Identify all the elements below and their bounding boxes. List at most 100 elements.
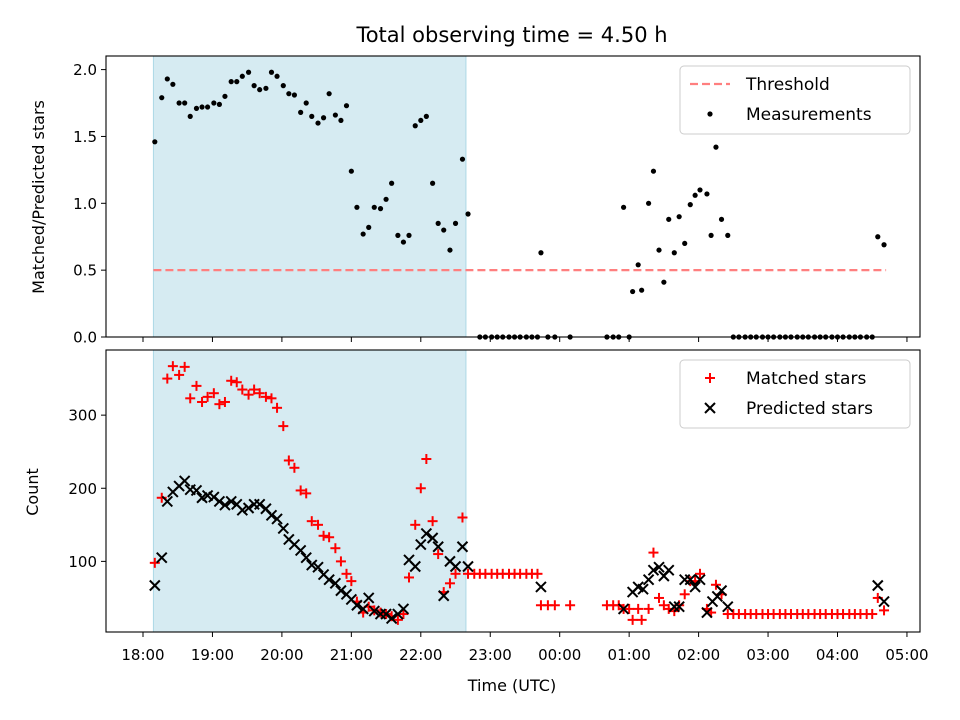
measurement-point [159,95,165,101]
matched-star-point [219,396,230,407]
predicted-star-point [329,577,342,590]
measurement-point [176,100,182,106]
matched-star-point [295,485,306,496]
legend-predicted-swatch-b [704,402,716,414]
matched-star-point [324,532,335,543]
predicted-x-b [385,612,398,625]
measurement-point [661,279,667,285]
predicted-star-point [673,601,685,613]
predicted-star-point [715,584,728,597]
predicted-star-point [271,513,283,525]
predicted-x-b [872,579,884,592]
predicted-star-point [647,564,660,576]
measurement-point [286,91,292,97]
predicted-x-b [231,498,243,511]
predicted-x-b [253,498,266,511]
measurement-point [389,180,395,186]
predicted-x-b [312,561,324,573]
predicted-star-point [385,612,398,625]
predicted-star-point [409,560,421,573]
measurement-point [320,115,327,121]
legend-box [679,65,911,135]
x-tick-label: 19:00 [191,646,234,664]
predicted-x-b [403,554,415,566]
matched-star-point [313,519,324,530]
matched-star-point [415,483,426,494]
matched-star-point [330,543,341,554]
predicted-star-point [617,603,630,615]
measurement-point [430,180,436,186]
predicted-x-b [271,513,283,525]
matched-star-point [532,568,543,579]
predicted-star-point [878,595,890,608]
measurement-point [152,139,158,145]
matched-star-point [254,388,265,399]
measurement-point [211,100,217,106]
measurement-point [193,105,200,111]
matched-star-point [398,609,409,620]
measurement-point [645,200,652,206]
x-tick-label: 21:00 [330,646,373,664]
predicted-star-point [312,561,324,573]
y-tick-label: 1.5 [73,128,97,146]
matched-star-point [341,568,352,579]
predicted-star-point [397,603,410,615]
matched-star-point [318,530,329,541]
measurement-point [234,79,240,85]
legend-box [679,359,911,429]
matched-star-point [549,600,560,611]
predicted-x-b [722,601,734,613]
measurement-point [666,216,672,222]
predicted-x-b [323,573,335,586]
predicted-star-point [689,581,701,593]
x-tick-label: 18:00 [121,646,164,664]
predicted-star-point [426,532,439,544]
measurement-point [630,288,636,295]
predicted-x-b [632,581,644,593]
predicted-x-b [265,509,278,522]
predicted-star-point [277,522,289,535]
measurement-point [343,103,350,109]
bottom-y-axis-label: Count [23,468,42,516]
legend-label: Threshold [745,75,830,95]
predicted-x-b [329,577,342,590]
ratio-panel: 0.0 0.5 1.0 1.5 2.0 Threshold Measurements [73,55,921,347]
matched-star-point [306,516,317,527]
matched-star-point [867,609,878,620]
matched-star-point [191,380,202,391]
predicted-x-b [283,533,295,546]
predicted-star-point [637,583,649,595]
matched-star-point [346,576,357,587]
predicted-x-b [438,590,450,602]
matched-star-point [156,492,167,503]
measurement-point [263,85,269,91]
x-tick-label: 23:00 [469,646,512,664]
predicted-star-point [178,475,191,487]
predicted-star-point [653,561,665,573]
measurement-point [228,79,234,85]
predicted-star-point [294,544,307,557]
predicted-star-point [253,498,266,511]
predicted-star-point [663,564,675,576]
predicted-x-b [701,606,713,619]
predicted-x-b [397,603,410,615]
measurement-point [332,112,338,118]
measurement-point [620,204,627,210]
measurement-point [697,187,703,193]
measurement-point [441,227,447,233]
matched-star-point [167,361,178,372]
observing-window-shade [152,349,467,633]
predicted-star-point [363,592,375,604]
measurement-point [656,247,662,253]
predicted-star-point [225,495,237,508]
matched-star-point [214,399,225,410]
predicted-star-point [642,573,655,586]
measurement-point [315,120,321,126]
matched-star-point [231,377,242,388]
chart-title: Total observing time = 4.50 h [355,23,667,47]
predicted-x-b [317,568,330,581]
predicted-x-b [213,495,226,508]
x-tick-label: 02:00 [677,646,720,664]
predicted-x-b [201,489,214,502]
